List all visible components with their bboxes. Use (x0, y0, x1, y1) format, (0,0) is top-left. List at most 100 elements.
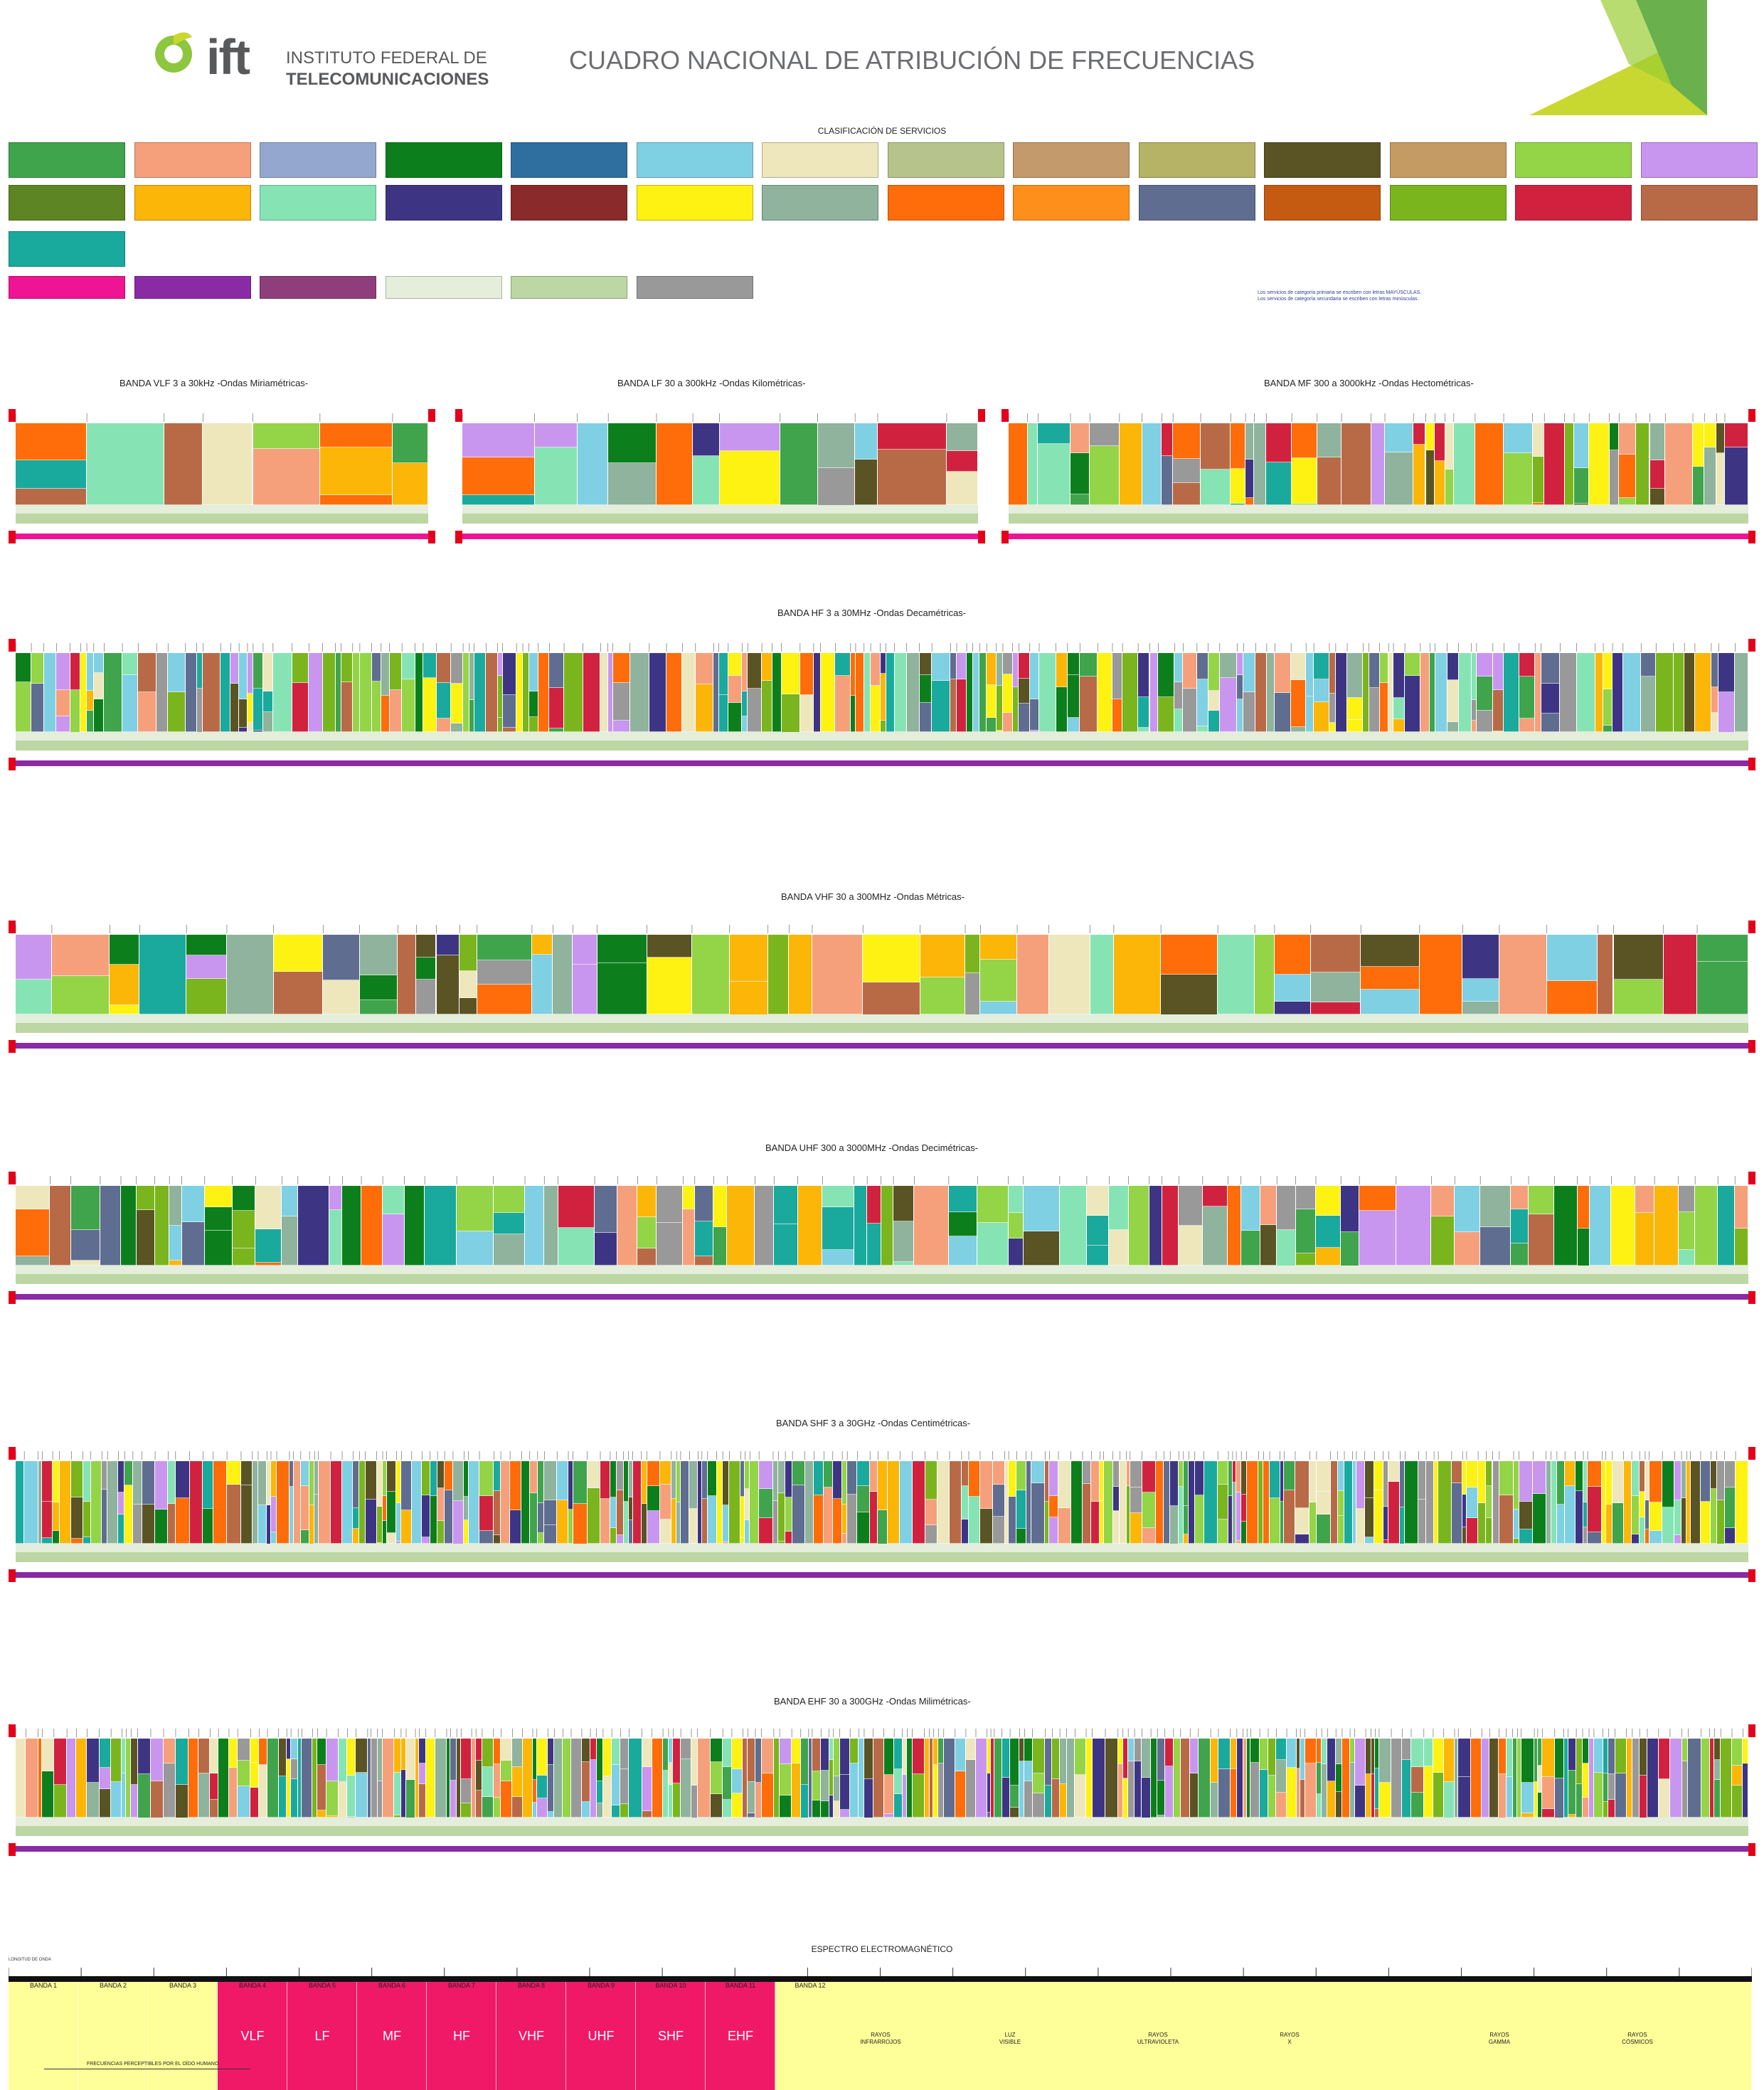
allocation-column (924, 1739, 930, 1818)
service-block (1743, 1739, 1748, 1763)
allocation-column (1458, 653, 1472, 732)
service-block (1002, 653, 1012, 674)
allocation-column (1126, 1461, 1130, 1544)
service-block (881, 1186, 893, 1266)
service-block (1236, 1461, 1241, 1492)
band-edge-marker (978, 531, 985, 543)
service-block (748, 1813, 755, 1818)
service-block (723, 1505, 729, 1542)
service-block (1471, 721, 1476, 732)
allocation-column (563, 1739, 571, 1818)
service-block (239, 699, 247, 728)
service-block (1632, 1496, 1640, 1534)
allocation-column (996, 653, 1003, 732)
service-block (425, 1739, 435, 1818)
service-block (1280, 1461, 1284, 1502)
service-block (987, 653, 996, 685)
allocation-column (647, 1461, 660, 1544)
allocation-column (531, 935, 553, 1014)
allocation-column (1012, 653, 1019, 732)
legend-swatch (1640, 142, 1758, 178)
service-block (817, 423, 855, 468)
allocation-column (727, 1186, 755, 1266)
service-block (1029, 731, 1038, 732)
service-block (785, 1532, 792, 1544)
allocation-column (1431, 1186, 1455, 1266)
service-block (312, 1739, 317, 1818)
service-block (1052, 1739, 1060, 1779)
allocation-column (943, 1739, 955, 1818)
allocation-column (1400, 1461, 1406, 1544)
service-block (987, 685, 996, 718)
allocation-column (832, 1461, 843, 1544)
allocation-column (341, 653, 353, 732)
service-block (1314, 702, 1329, 732)
frequency-ticks (15, 925, 1698, 933)
allocation-column (1489, 1739, 1499, 1818)
allocation-column (673, 1739, 681, 1818)
service-block (318, 1461, 331, 1544)
allocation-column (1276, 1739, 1287, 1818)
allocation-column (857, 1461, 871, 1544)
spectrum-band-cell (357, 1982, 427, 2090)
spectrum-ray-label: RAYOS X (1247, 2032, 1332, 2046)
service-block (1156, 1461, 1164, 1544)
service-block (1038, 653, 1056, 732)
service-block (745, 1489, 750, 1520)
service-block (1434, 1461, 1438, 1544)
service-block (781, 694, 799, 732)
service-block (1583, 1502, 1588, 1527)
service-block (122, 1773, 126, 1818)
band-edge-marker (1748, 409, 1755, 422)
service-block (168, 692, 185, 732)
service-block (396, 1461, 401, 1503)
service-block (1016, 1461, 1026, 1490)
service-block (1103, 1461, 1112, 1544)
allocation-column (1366, 1739, 1371, 1818)
allocation-column (894, 653, 907, 732)
service-block (1341, 1232, 1359, 1266)
allocation-column (1693, 423, 1705, 505)
service-block (1100, 1501, 1103, 1544)
allocation-column (359, 653, 372, 732)
service-block (1329, 723, 1335, 732)
service-block (1480, 1227, 1511, 1266)
allocation-column (1067, 653, 1080, 732)
allocation-column (365, 1461, 377, 1544)
service-block (759, 1461, 772, 1489)
service-block (1008, 1213, 1023, 1238)
service-block (1112, 699, 1122, 732)
service-block (1574, 423, 1589, 468)
allocation-column (1350, 1739, 1355, 1818)
service-block (740, 1461, 745, 1497)
allocation-column (1157, 1739, 1165, 1818)
service-block (1665, 423, 1693, 505)
service-block (607, 653, 612, 732)
service-block (1202, 1186, 1228, 1206)
allocation-column (1247, 1739, 1251, 1818)
service-block (1086, 1186, 1109, 1216)
service-block (389, 690, 402, 732)
service-block (1316, 1515, 1330, 1544)
service-block (1341, 423, 1371, 505)
service-block (1711, 1461, 1716, 1489)
service-block (581, 1762, 590, 1802)
service-block (371, 1739, 377, 1818)
service-block (1336, 1739, 1341, 1764)
allocation-column (583, 653, 601, 732)
allocation-column (894, 1739, 903, 1818)
allocation-column (900, 1461, 913, 1544)
service-block (383, 1461, 386, 1496)
service-block (1314, 653, 1329, 679)
service-block (1049, 1517, 1058, 1544)
service-block (436, 683, 451, 718)
service-block (1492, 653, 1504, 690)
allocation-column (1486, 1461, 1493, 1544)
allocation-column (122, 1739, 127, 1818)
service-block (1681, 1739, 1688, 1761)
service-block (695, 684, 713, 732)
service-block (938, 1763, 943, 1818)
service-block (671, 1461, 676, 1499)
service-block (1603, 1802, 1608, 1818)
allocation-column (87, 653, 94, 732)
